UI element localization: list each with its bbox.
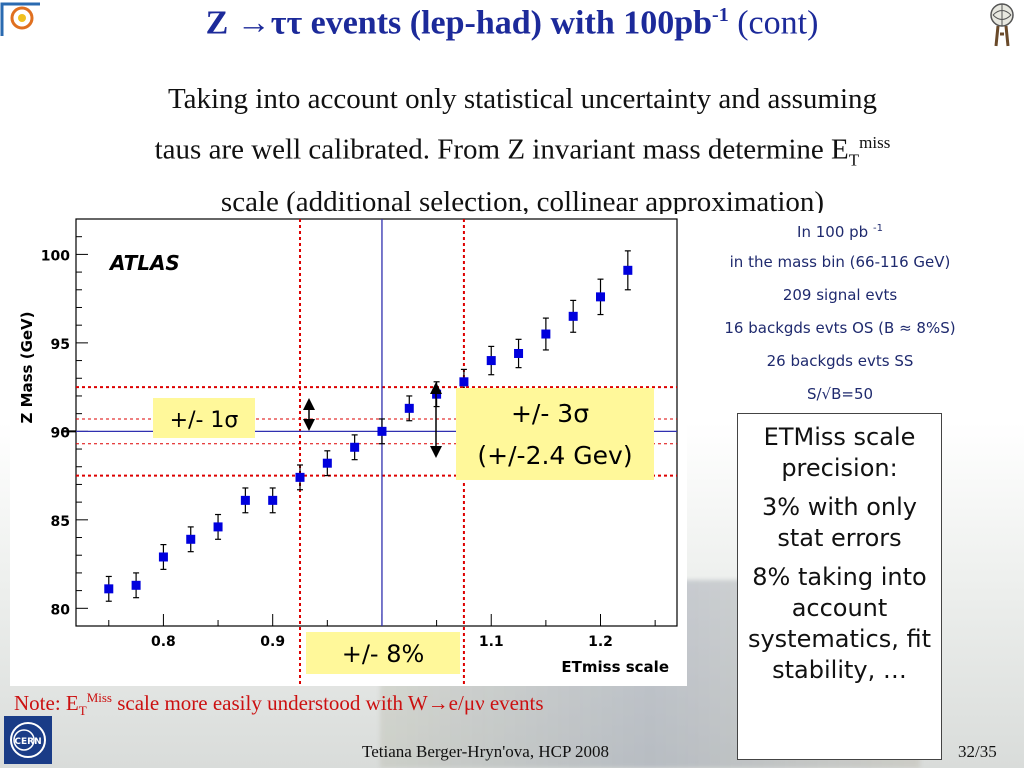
arrow-three-sigma-head-down	[430, 446, 442, 458]
intro-line-2-text: taus are well calibrated. From Z invaria…	[154, 133, 849, 166]
slide-title: Z →ττ events (lep-had) with 100pb-1 (con…	[0, 4, 1024, 42]
note-text: Note: ETMiss scale more easily understoo…	[14, 690, 544, 719]
x-tick-label: 1.2	[588, 634, 613, 650]
title-superscript: -1	[712, 4, 729, 26]
x-tick-label: 0.9	[260, 634, 285, 650]
precision-item-stat: 3% with only stat errors	[761, 493, 917, 552]
info-line-1: In 100 pb -1	[716, 213, 964, 246]
title-main: Z →ττ events (lep-had) with 100pb	[205, 4, 713, 42]
page-number: 32/35	[958, 742, 997, 761]
cern-logo: CERN	[4, 716, 52, 764]
info-line-1-text: In 100 pb	[797, 223, 869, 241]
label-three-sigma-bg	[456, 388, 654, 480]
intro-text: Taking into account only statistical unc…	[30, 78, 1015, 224]
data-point	[131, 580, 141, 590]
precision-box: ETMiss scale precision: 3% with only sta…	[737, 413, 942, 760]
note-sup: Miss	[86, 690, 112, 705]
data-point	[268, 495, 278, 505]
data-point	[213, 522, 223, 532]
arrow-three-sigma-head-up	[430, 382, 442, 394]
intro-line-2-sub: T	[848, 150, 860, 170]
footer-author: Tetiana Berger-Hryn'ova, HCP 2008	[362, 742, 610, 761]
intro-line-1: Taking into account only statistical unc…	[167, 83, 878, 115]
data-point	[377, 426, 387, 436]
data-point	[295, 472, 305, 482]
label-one-sigma-bg	[153, 398, 255, 438]
info-line-5: 26 backgds evts SS	[766, 352, 914, 370]
y-tick-label: 90	[51, 425, 71, 441]
label-eight-percent: +/- 8%	[342, 640, 425, 668]
y-tick-label: 80	[51, 602, 71, 618]
intro-line-2: taus are well calibrated. From Z invaria…	[30, 121, 1015, 181]
info-line-1-sup: -1	[872, 223, 883, 234]
note-prefix: Note: E	[14, 691, 79, 715]
note-sub: T	[78, 703, 87, 719]
atlas-figure-logo	[990, 3, 1014, 47]
data-point	[104, 584, 114, 594]
label-eight-percent-bg	[306, 632, 460, 674]
data-point	[486, 356, 496, 366]
info-line-2: in the mass bin (66-116 GeV)	[729, 253, 951, 271]
y-tick-label: 85	[51, 514, 70, 530]
label-one-sigma: +/- 1σ	[170, 408, 239, 433]
info-line-4: 16 backgds evts OS (B ≈ 8%S)	[724, 319, 956, 337]
atlas-corner-logo	[0, 0, 42, 40]
data-point	[350, 442, 360, 452]
arrow-one-sigma-head-down	[303, 419, 315, 431]
arrow-one-sigma-head-up	[303, 398, 315, 410]
svg-text:CERN: CERN	[14, 737, 41, 747]
info-line-6: S/√B=50	[806, 385, 874, 403]
data-point	[623, 265, 633, 275]
data-point	[404, 403, 414, 413]
y-tick-label: 95	[51, 337, 70, 353]
label-three-sigma: +/- 3σ	[511, 399, 589, 428]
data-point	[596, 292, 606, 302]
data-point	[541, 329, 551, 339]
note-rest: scale more easily understood with W→e/μν…	[111, 691, 544, 715]
precision-heading: ETMiss scale precision:	[763, 423, 916, 482]
data-point	[186, 534, 196, 544]
x-tick-label: 0.8	[151, 634, 176, 650]
label-three-sigma-gev: (+/-2.4 Gev)	[477, 441, 632, 470]
info-line-3: 209 signal evts	[782, 286, 898, 304]
y-axis-label: Z Mass (GeV)	[18, 311, 36, 423]
title-suffix: (cont)	[737, 4, 819, 42]
data-point	[158, 552, 168, 562]
data-point	[514, 348, 524, 358]
data-point	[568, 311, 578, 321]
precision-item-syst: 8% taking into account systematics, fit …	[747, 563, 932, 684]
y-tick-label: 100	[41, 248, 70, 264]
chart-title-atlas: ATLAS	[108, 251, 180, 275]
x-tick-label: 1.1	[479, 634, 504, 650]
data-point	[322, 458, 332, 468]
x-axis-label: ETmiss scale	[561, 658, 669, 676]
data-point	[240, 495, 250, 505]
intro-line-2-sup: miss	[859, 133, 891, 152]
data-point	[459, 377, 469, 387]
signal-info-box: In 100 pb -1 in the mass bin (66-116 GeV…	[716, 213, 964, 407]
